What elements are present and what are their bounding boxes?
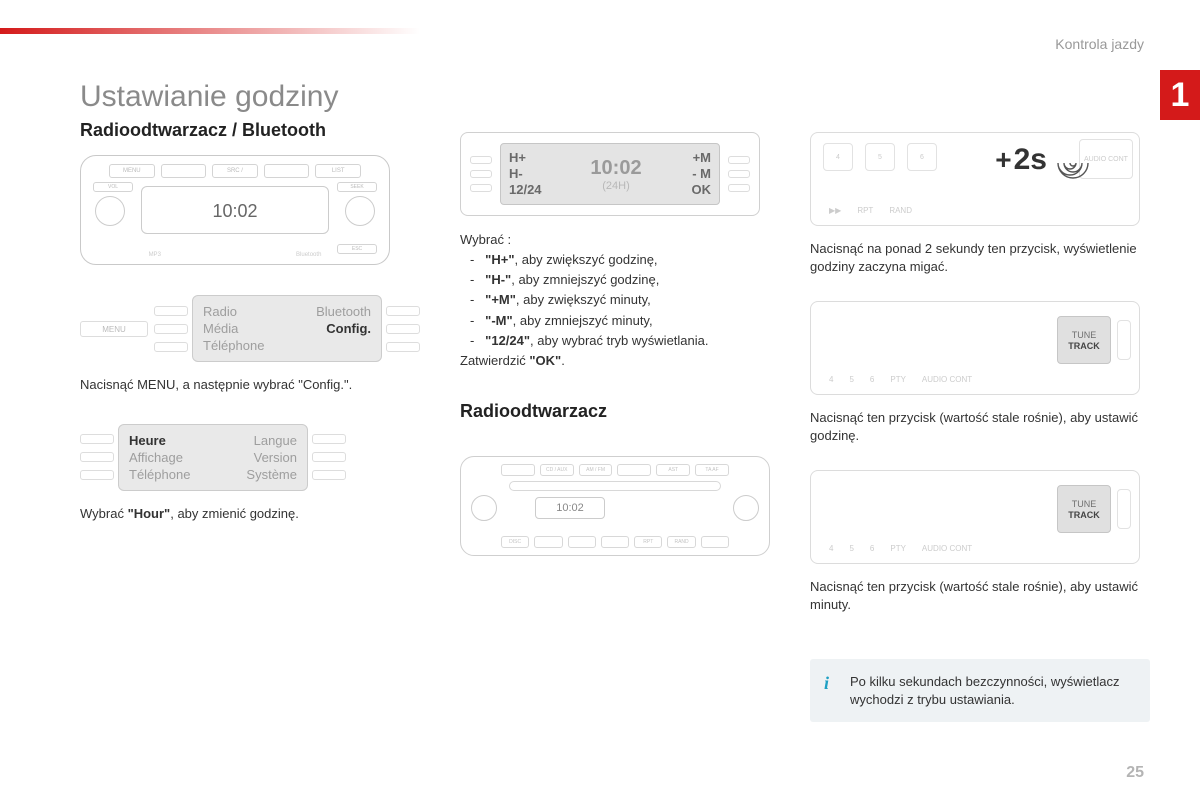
menu-item: Média bbox=[203, 321, 287, 336]
time-format: (24H) bbox=[569, 180, 663, 192]
tune-min-panel: TUNE TRACK 45 6PTY AUDIO CONT bbox=[810, 470, 1140, 564]
menu-item: Téléphone bbox=[129, 467, 213, 482]
subtitle-bt: Radioodtwarzacz / Bluetooth bbox=[80, 120, 420, 141]
time-value: 10:02 bbox=[569, 157, 663, 180]
tune-track-button: TUNE TRACK bbox=[1057, 485, 1111, 533]
page-title: Ustawianie godziny bbox=[80, 80, 420, 114]
side-chip bbox=[1117, 320, 1131, 360]
radio-seek-label: SEEK bbox=[337, 182, 377, 192]
time-adjust-screen: H+ H- 12/24 10:02 (24H) +M - M OK bbox=[460, 132, 760, 216]
info-text: Po kilku sekundach bezczynności, wyświet… bbox=[850, 674, 1120, 707]
radio-display-time: 10:02 bbox=[141, 186, 329, 234]
track-label: TRACK bbox=[1079, 132, 1133, 133]
radio-btn: LIST bbox=[315, 164, 361, 178]
knob-icon bbox=[345, 196, 375, 226]
radio-btn: SRC / bbox=[212, 164, 258, 178]
radio-vol-label: VOL bbox=[93, 182, 133, 192]
knob-icon bbox=[471, 495, 497, 521]
tune-track-button: TUNE TRACK bbox=[1057, 316, 1111, 364]
ghost-btn: 4 bbox=[823, 143, 853, 171]
menu-item: Affichage bbox=[129, 450, 213, 465]
instruction-list: Wybrać : - "H+", aby zwiększyć godzinę, … bbox=[460, 230, 770, 371]
info-box: i Po kilku sekundach bezczynności, wyświ… bbox=[810, 659, 1150, 722]
radio-bt-faceplate: MENU SRC / LIST VOL SEEK ESC 10:02 MP3 B… bbox=[80, 155, 390, 265]
page-content: Ustawianie godziny Radioodtwarzacz / Blu… bbox=[80, 80, 1144, 750]
h-minus-label: H- bbox=[509, 166, 569, 182]
caption-2s: Nacisnąć na ponad 2 sekundy ten przycisk… bbox=[810, 240, 1150, 275]
menu-config-diagram: MENU Radio Bluetooth Média Config. Télép… bbox=[80, 295, 420, 362]
caption-min: Nacisnąć ten przycisk (wartość stale roś… bbox=[810, 578, 1150, 613]
menu-item-selected: Config. bbox=[287, 321, 371, 336]
menu-item: Système bbox=[213, 467, 297, 482]
menu-item-selected: Heure bbox=[129, 433, 213, 448]
spiral-icon bbox=[1047, 141, 1099, 185]
ghost-btn: 6 bbox=[907, 143, 937, 171]
menu-chip: MENU bbox=[80, 321, 148, 337]
menu-item: Langue bbox=[213, 433, 297, 448]
ok-label: OK bbox=[663, 182, 711, 198]
format-label: 12/24 bbox=[509, 182, 569, 198]
radio-mp3-label: MP3 bbox=[149, 252, 161, 258]
section-label: Kontrola jazdy bbox=[1055, 36, 1144, 52]
radio-btn bbox=[264, 164, 310, 178]
radio-btn bbox=[161, 164, 207, 178]
caption-menu1: Nacisnąć MENU, a następnie wybrać "Confi… bbox=[80, 376, 420, 394]
top-accent-bar bbox=[0, 28, 420, 34]
plus-2s-label: +2s bbox=[995, 143, 1047, 177]
knob-icon bbox=[95, 196, 125, 226]
h-plus-label: H+ bbox=[509, 150, 569, 166]
menu-item: Radio bbox=[203, 304, 287, 319]
m-plus-label: +M bbox=[663, 150, 711, 166]
menu-item: Bluetooth bbox=[287, 304, 371, 319]
caption-hour: Nacisnąć ten przycisk (wartość stale roś… bbox=[810, 409, 1150, 444]
select-label: Wybrać : bbox=[460, 230, 770, 250]
press-2s-panel: 4 5 6 AUDIO CONT TRACK +2s ▶▶ RPT RAND bbox=[810, 132, 1140, 226]
ghost-btn: 5 bbox=[865, 143, 895, 171]
tune-hour-panel: TUNE TRACK 45 6PTY AUDIO CONT bbox=[810, 301, 1140, 395]
caption-menu2: Wybrać "Hour", aby zmienić godzinę. bbox=[80, 505, 420, 523]
radio-bt-label: Bluetooth bbox=[296, 252, 321, 258]
menu-screen-1: Radio Bluetooth Média Config. Téléphone bbox=[192, 295, 382, 362]
menu-item: Version bbox=[213, 450, 297, 465]
m-minus-label: - M bbox=[663, 166, 711, 182]
menu-screen-2: Heure Langue Affichage Version Téléphone… bbox=[118, 424, 308, 491]
radio2-display-time: 10:02 bbox=[535, 497, 605, 519]
radio-basic-faceplate: CD / AUX AM / FM ASTTA AF 10:02 DISC RPT… bbox=[460, 456, 770, 556]
column-mid: H+ H- 12/24 10:02 (24H) +M - M OK Wybrać… bbox=[460, 80, 770, 750]
column-left: Ustawianie godziny Radioodtwarzacz / Blu… bbox=[80, 80, 420, 750]
side-chip bbox=[1117, 489, 1131, 529]
menu-item: Téléphone bbox=[203, 338, 287, 353]
knob-icon bbox=[733, 495, 759, 521]
chapter-badge: 1 bbox=[1160, 70, 1200, 120]
page-number: 25 bbox=[1126, 764, 1144, 782]
radio-btn: MENU bbox=[109, 164, 155, 178]
menu-hour-diagram: Heure Langue Affichage Version Téléphone… bbox=[80, 424, 420, 491]
column-right: 4 5 6 AUDIO CONT TRACK +2s ▶▶ RPT RAND N… bbox=[810, 80, 1150, 750]
info-icon: i bbox=[824, 671, 829, 695]
subtitle-radio: Radioodtwarzacz bbox=[460, 401, 770, 422]
cd-slot-icon bbox=[509, 481, 721, 491]
